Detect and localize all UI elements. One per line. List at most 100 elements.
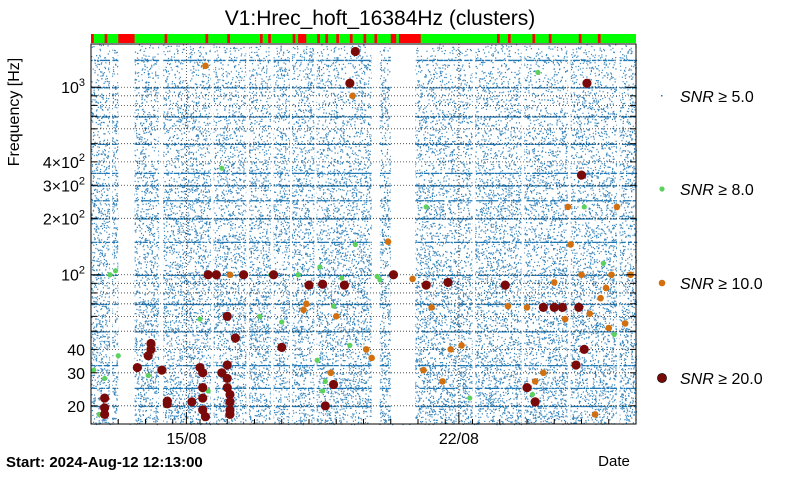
cluster-point bbox=[345, 78, 355, 88]
cluster-point bbox=[540, 369, 547, 377]
cluster-point bbox=[202, 62, 209, 70]
cluster-point bbox=[277, 342, 287, 352]
segment-bar bbox=[91, 34, 636, 43]
segment-bar-off bbox=[374, 34, 378, 43]
cluster-point bbox=[100, 393, 110, 403]
cluster-point bbox=[146, 338, 156, 349]
cluster-point bbox=[115, 353, 121, 359]
data-gap bbox=[616, 44, 620, 424]
cluster-point bbox=[225, 389, 235, 400]
cluster-point bbox=[586, 310, 593, 317]
legend-marker bbox=[657, 373, 667, 383]
cluster-point bbox=[447, 346, 455, 353]
cluster-point bbox=[198, 383, 208, 393]
cluster-point bbox=[500, 280, 510, 290]
legend-marker bbox=[658, 279, 666, 287]
segment-bar-off bbox=[597, 34, 601, 43]
cluster-point bbox=[522, 383, 532, 393]
cluster-point bbox=[597, 294, 604, 302]
segment-bar-off bbox=[578, 34, 582, 43]
cluster-point bbox=[352, 241, 358, 248]
cluster-point bbox=[384, 238, 392, 246]
segment-bar-off bbox=[507, 34, 511, 43]
data-gap bbox=[210, 44, 214, 424]
cluster-point bbox=[327, 369, 335, 377]
cluster-point bbox=[613, 203, 621, 211]
y-tick-label: 2×102 bbox=[43, 208, 85, 228]
cluster-point bbox=[421, 280, 431, 290]
segment-bar-off bbox=[390, 34, 397, 43]
cluster-point bbox=[349, 92, 356, 100]
start-time-footer: Start: 2024-Aug-12 12:13:00 bbox=[6, 454, 203, 471]
cluster-point bbox=[132, 362, 142, 373]
cluster-point bbox=[198, 368, 208, 378]
cluster-point bbox=[467, 395, 473, 401]
segment-bar-off bbox=[398, 34, 421, 43]
cluster-point bbox=[350, 46, 360, 57]
cluster-point bbox=[339, 280, 350, 290]
cluster-point bbox=[409, 275, 416, 283]
cluster-point bbox=[222, 311, 232, 321]
legend-entry: SNR ≥ 8.0 bbox=[659, 182, 754, 199]
cluster-point bbox=[561, 315, 569, 323]
data-gap bbox=[567, 44, 571, 424]
cluster-point bbox=[320, 388, 326, 394]
cluster-point bbox=[205, 388, 211, 394]
cluster-point bbox=[420, 366, 427, 374]
legend-label: SNR ≥ 10.0 bbox=[680, 276, 763, 293]
snr5-line-feature bbox=[92, 87, 638, 89]
x-tick-label: 22/08 bbox=[439, 431, 479, 448]
legend-marker bbox=[659, 186, 665, 192]
cluster-point bbox=[300, 306, 307, 314]
snr5-line-feature bbox=[91, 241, 638, 243]
legend-label: SNR ≥ 5.0 bbox=[680, 89, 754, 106]
cluster-point bbox=[439, 378, 446, 385]
data-gap bbox=[159, 44, 164, 424]
cluster-point bbox=[591, 411, 599, 418]
cluster-point bbox=[112, 268, 119, 274]
cluster-point bbox=[339, 275, 345, 281]
cluster-point bbox=[368, 354, 375, 362]
cluster-point bbox=[198, 393, 208, 403]
cluster-point bbox=[377, 277, 383, 283]
cluster-point bbox=[581, 204, 587, 210]
segment-bar-off bbox=[363, 34, 367, 43]
snr5-line-feature bbox=[91, 365, 636, 367]
cluster-point bbox=[157, 365, 167, 375]
segment-bar-off bbox=[91, 34, 94, 43]
cluster-point bbox=[557, 302, 568, 312]
legend: SNR ≥ 5.0 SNR ≥ 8.0 SNR ≥ 10.0 SNR ≥ 20.0 bbox=[657, 89, 763, 388]
cluster-point bbox=[230, 333, 241, 343]
y-tick-label: 3×102 bbox=[43, 175, 85, 195]
cluster-point bbox=[211, 270, 221, 280]
y-tick-label: 102 bbox=[61, 265, 85, 285]
cluster-point bbox=[322, 378, 328, 384]
cluster-point bbox=[347, 342, 353, 349]
y-axis: 20 30 40 102 2×102 3×102 4×102 103 bbox=[43, 77, 636, 416]
cluster-point bbox=[219, 165, 225, 171]
cluster-point bbox=[578, 271, 585, 279]
data-gap bbox=[118, 44, 135, 424]
data-gap bbox=[521, 44, 525, 424]
cluster-point bbox=[268, 270, 279, 280]
cluster-point bbox=[279, 319, 285, 325]
data-gap bbox=[472, 44, 476, 424]
data-gap bbox=[314, 44, 317, 424]
segment-bar-off bbox=[548, 34, 552, 43]
data-gap bbox=[270, 44, 274, 424]
legend-marker bbox=[661, 95, 663, 97]
cluster-point bbox=[504, 302, 512, 310]
y-tick-label: 30 bbox=[67, 366, 85, 383]
snr5-line-feature bbox=[91, 303, 638, 306]
segment-bar-off bbox=[292, 34, 296, 43]
cluster-point bbox=[302, 300, 310, 308]
cluster-point bbox=[225, 397, 235, 407]
cluster-point bbox=[257, 313, 263, 319]
cluster-point bbox=[200, 412, 211, 422]
cluster-point bbox=[443, 277, 453, 288]
grid-layer bbox=[91, 44, 636, 424]
x-axis-label: Date bbox=[598, 453, 630, 470]
legend-entry: SNR ≥ 20.0 bbox=[657, 371, 763, 388]
